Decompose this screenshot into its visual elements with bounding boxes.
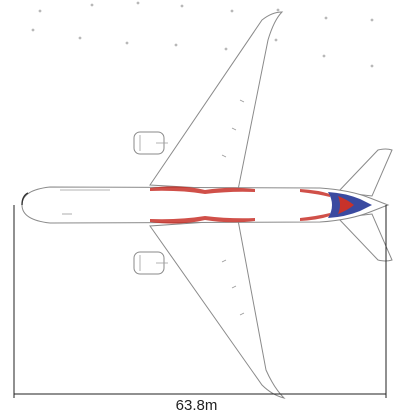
livery-red-tail-accent [338, 196, 354, 214]
length-dimension-label: 63.8m [175, 397, 218, 414]
upper-engine [133, 131, 168, 155]
lower-wing [149, 219, 286, 399]
upper-horizontal-stabilizer [336, 148, 393, 197]
star-dots [31, 1, 374, 68]
fuselage-markings [60, 189, 110, 215]
lower-horizontal-stabilizer [336, 213, 393, 262]
lower-engine [133, 251, 168, 275]
upper-wing [149, 11, 284, 191]
upper-wing-flap-marks [221, 99, 245, 158]
nose [21, 192, 29, 206]
fuselage [21, 186, 390, 224]
lower-wing-flap-marks [221, 259, 245, 316]
livery-red-stripes [150, 186, 330, 224]
length-dimension-line [13, 205, 387, 398]
